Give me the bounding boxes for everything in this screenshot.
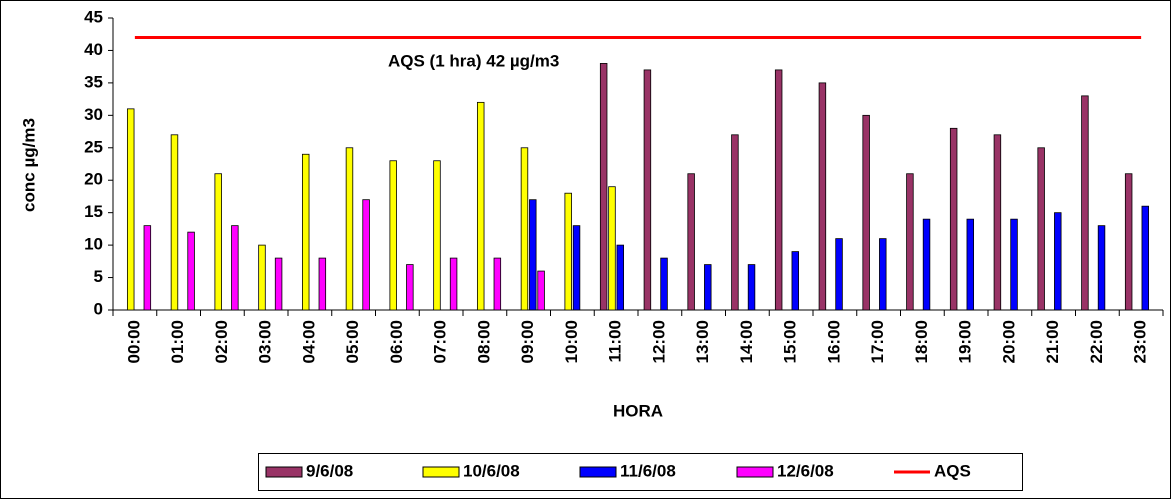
- x-tick-label: 14:00: [737, 320, 756, 363]
- bar: [660, 257, 668, 311]
- bar: [687, 173, 695, 311]
- y-tick-label: 20: [84, 170, 103, 189]
- legend-swatch: [579, 466, 617, 478]
- bar: [1037, 147, 1045, 311]
- bar: [231, 225, 239, 311]
- bar: [704, 264, 712, 311]
- bar: [301, 153, 310, 311]
- bar: [214, 173, 222, 311]
- bar: [476, 101, 485, 311]
- y-tick-label: 30: [84, 105, 103, 124]
- bar: [389, 160, 397, 311]
- bar: [345, 147, 354, 311]
- bar: [143, 225, 152, 311]
- bar: [616, 244, 625, 311]
- bar: [258, 244, 266, 311]
- bar: [879, 238, 887, 311]
- x-tick-label: 15:00: [781, 320, 800, 363]
- bar: [747, 264, 756, 311]
- x-tick-label: 21:00: [1043, 320, 1062, 363]
- bar: [1141, 205, 1150, 311]
- bar: [949, 127, 958, 311]
- bar: [774, 69, 783, 311]
- bar: [537, 270, 545, 311]
- x-tick-label: 10:00: [562, 320, 581, 363]
- y-tick-label: 40: [84, 40, 103, 59]
- bar: [731, 134, 739, 311]
- x-tick-label: 01:00: [168, 320, 187, 363]
- x-axis-label: HORA: [613, 401, 663, 420]
- x-tick-label: 04:00: [299, 320, 318, 363]
- bar: [362, 199, 370, 311]
- x-tick-label: 16:00: [824, 320, 843, 363]
- bar: [126, 108, 135, 311]
- legend-swatch: [265, 466, 303, 478]
- x-tick-label: 23:00: [1131, 320, 1150, 363]
- x-tick-label: 02:00: [212, 320, 231, 363]
- legend-swatch: [422, 466, 460, 478]
- y-tick-label: 5: [94, 267, 103, 286]
- x-tick-label: 06:00: [387, 320, 406, 363]
- bar: [922, 218, 931, 311]
- bar: [791, 251, 800, 311]
- bar: [599, 63, 608, 311]
- y-tick-label: 0: [94, 299, 103, 318]
- x-tick-label: 07:00: [431, 320, 450, 363]
- bar: [1124, 173, 1133, 311]
- bar: [170, 134, 179, 311]
- bar: [818, 82, 827, 311]
- y-tick-label: 45: [84, 7, 103, 26]
- bar: [318, 257, 327, 311]
- bar: [433, 160, 441, 311]
- bar: [274, 257, 283, 311]
- legend-label: 12/6/08: [777, 461, 834, 480]
- bar: [529, 199, 537, 311]
- x-tick-label: 11:00: [606, 320, 625, 363]
- x-tick-label: 03:00: [256, 320, 275, 363]
- bar: [187, 231, 195, 311]
- x-tick-label: 22:00: [1087, 320, 1106, 363]
- bar: [906, 173, 914, 311]
- bar: [520, 147, 529, 311]
- x-tick-label: 00:00: [124, 320, 143, 363]
- y-tick-label: 35: [84, 72, 103, 91]
- x-tick-label: 18:00: [912, 320, 931, 363]
- y-tick-label: 25: [84, 137, 103, 156]
- legend-label: 10/6/08: [463, 461, 520, 480]
- bar: [1054, 212, 1062, 311]
- x-tick-label: 09:00: [518, 320, 537, 363]
- bar: [406, 264, 414, 311]
- legend-label: 11/6/08: [620, 461, 676, 480]
- bar: [835, 238, 843, 311]
- bar: [1081, 95, 1089, 311]
- legend-swatch: [736, 466, 774, 478]
- bar: [1010, 218, 1018, 311]
- x-tick-label: 13:00: [693, 320, 712, 363]
- bar: [993, 134, 1002, 311]
- y-axis-label: conc µg/m3: [19, 118, 38, 212]
- bar: [1097, 225, 1106, 311]
- bar: [449, 257, 458, 311]
- x-tick-label: 20:00: [999, 320, 1018, 363]
- x-tick-label: 05:00: [343, 320, 362, 363]
- bar: [608, 186, 616, 311]
- bar: [493, 257, 502, 311]
- y-tick-label: 10: [84, 235, 103, 254]
- bar: [643, 69, 652, 311]
- x-tick-label: 08:00: [474, 320, 493, 363]
- bar: [572, 225, 581, 311]
- x-tick-label: 19:00: [956, 320, 975, 363]
- bar: [862, 114, 870, 311]
- x-tick-label: 17:00: [868, 320, 887, 363]
- y-tick-label: 15: [84, 202, 103, 221]
- x-tick-label: 12:00: [649, 320, 668, 363]
- legend-label: AQS: [934, 461, 971, 480]
- bar: [966, 218, 975, 311]
- annotation: AQS (1 hra) 42 µg/m3: [388, 51, 559, 70]
- legend-label: 9/6/08: [306, 461, 353, 480]
- bar: [564, 192, 572, 311]
